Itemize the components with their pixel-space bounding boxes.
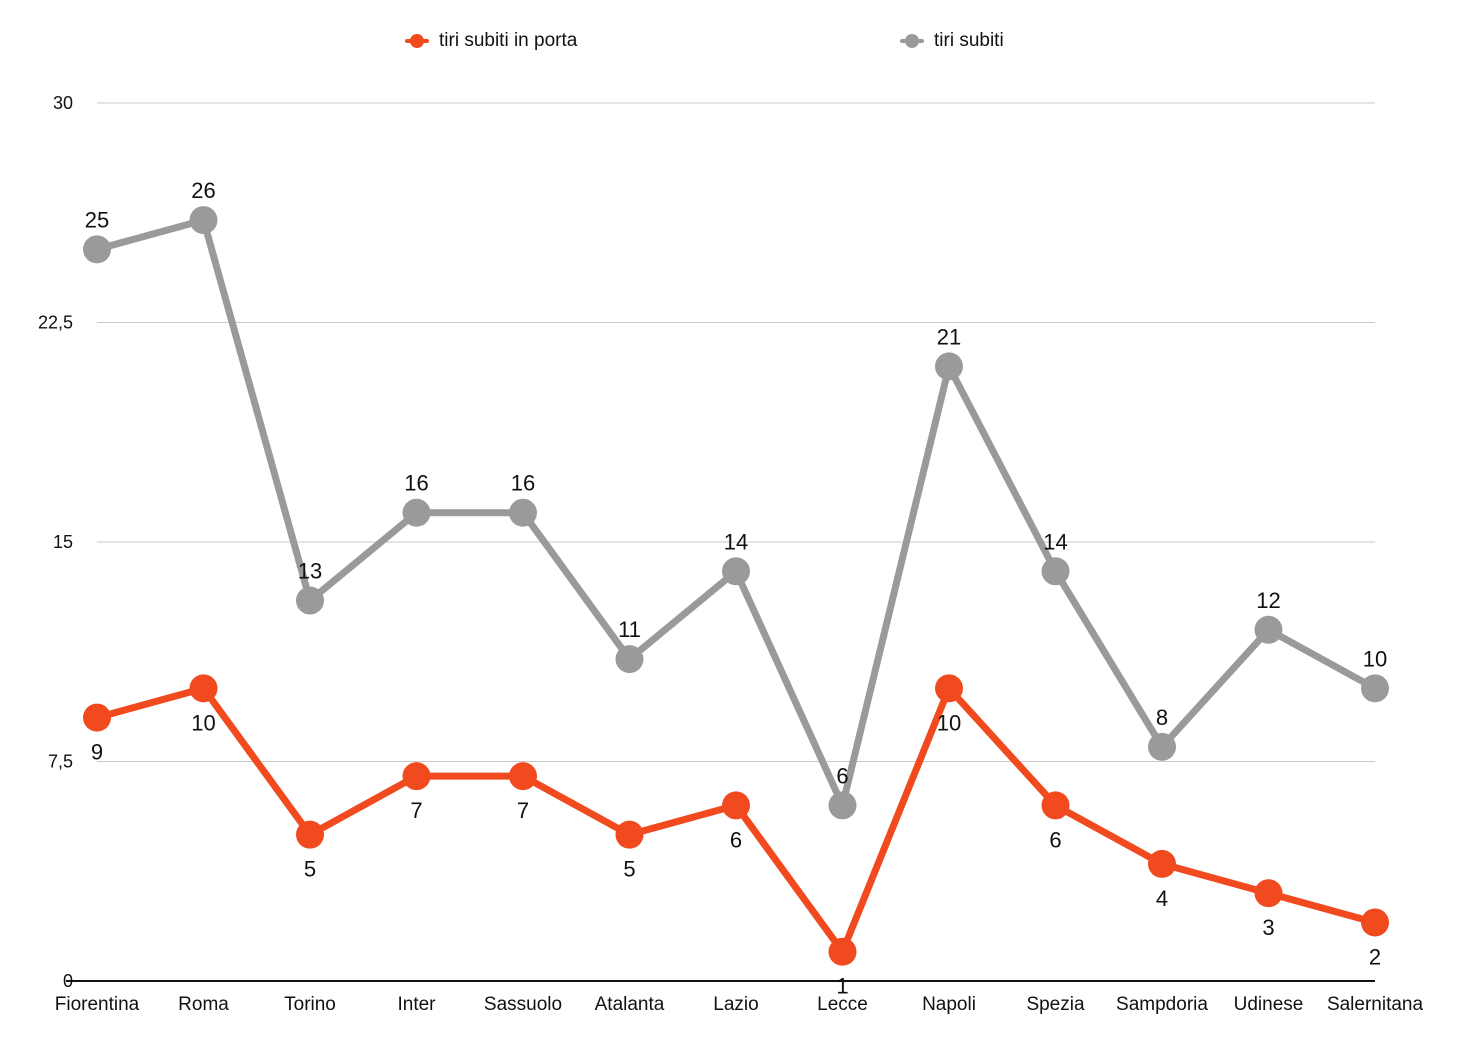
data-point [296, 820, 324, 849]
x-tick-label: Roma [178, 994, 229, 1015]
data-point [296, 586, 324, 615]
data-label: 7 [410, 798, 422, 823]
data-label: 14 [1043, 529, 1067, 554]
data-point [828, 791, 857, 820]
data-point [83, 703, 111, 732]
data-point [1254, 615, 1283, 644]
x-tick-label: Lecce [817, 994, 868, 1015]
data-label: 6 [836, 763, 848, 788]
x-tick-label: Sassuolo [484, 994, 562, 1015]
legend-label: tiri subiti [934, 30, 1004, 51]
data-point [509, 498, 537, 527]
data-point [1148, 732, 1176, 761]
data-label: 10 [937, 710, 961, 735]
y-tick-label: 15 [53, 532, 73, 552]
legend-label: tiri subiti in porta [439, 30, 578, 51]
data-label: 10 [1363, 646, 1387, 671]
data-label: 25 [85, 207, 109, 232]
x-tick-label: Udinese [1234, 994, 1304, 1015]
data-point [402, 762, 431, 791]
data-point [615, 645, 644, 674]
data-point [935, 674, 963, 703]
data-label: 11 [618, 617, 641, 642]
x-tick-label: Atalanta [595, 994, 665, 1015]
y-tick-label: 22,5 [38, 313, 73, 333]
data-label: 14 [724, 529, 748, 554]
data-point [722, 557, 750, 586]
legend-item-tiri-subiti: tiri subiti [900, 26, 1004, 56]
data-point [1041, 791, 1070, 820]
data-point [189, 206, 218, 235]
data-label: 9 [91, 740, 103, 765]
legend-swatch-gray [900, 34, 924, 48]
data-point [722, 791, 750, 820]
data-label: 10 [191, 710, 215, 735]
y-tick-label: 7,5 [48, 752, 73, 772]
series-line [93, 216, 1379, 809]
data-label: 4 [1156, 886, 1168, 911]
x-tick-label: Lazio [713, 994, 758, 1015]
data-label: 5 [623, 857, 635, 882]
x-tick-label: Sampdoria [1116, 994, 1208, 1015]
data-label: 12 [1256, 588, 1280, 613]
y-tick-label: 30 [53, 93, 73, 113]
x-tick-label: Fiorentina [55, 994, 140, 1015]
data-label: 16 [404, 471, 428, 496]
x-tick-label: Spezia [1026, 994, 1085, 1015]
x-tick-label: Salernitana [1327, 994, 1424, 1015]
data-point [1041, 557, 1070, 586]
legend-dot-gray [905, 34, 919, 48]
data-label: 6 [730, 827, 742, 852]
data-point [828, 937, 857, 966]
data-label: 2 [1369, 944, 1381, 969]
legend-swatch-orange [405, 34, 429, 48]
legend-dot-orange [410, 34, 424, 48]
legend: tiri subiti in porta tiri subiti [0, 26, 1475, 56]
x-tick-label: Napoli [922, 994, 976, 1015]
data-point [615, 820, 644, 849]
data-point [1254, 879, 1283, 908]
data-label: 7 [517, 798, 529, 823]
data-label: 1 [836, 974, 848, 999]
data-label: 26 [191, 178, 215, 203]
data-label: 8 [1156, 705, 1168, 730]
data-point [83, 235, 111, 264]
data-point [1361, 674, 1389, 703]
data-label: 21 [937, 324, 961, 349]
data-label: 5 [304, 857, 316, 882]
data-point [189, 674, 218, 703]
data-label: 16 [511, 471, 535, 496]
data-label: 13 [298, 559, 322, 584]
data-label: 6 [1049, 827, 1061, 852]
x-tick-label: Inter [397, 994, 436, 1015]
data-point [402, 498, 431, 527]
data-label: 3 [1262, 915, 1274, 940]
data-point [1148, 849, 1176, 878]
data-point [935, 352, 963, 381]
x-tick-label: Torino [284, 994, 336, 1015]
data-point [509, 762, 537, 791]
data-point [1361, 908, 1389, 937]
legend-item-tiri-subiti-in-porta: tiri subiti in porta [405, 26, 577, 56]
